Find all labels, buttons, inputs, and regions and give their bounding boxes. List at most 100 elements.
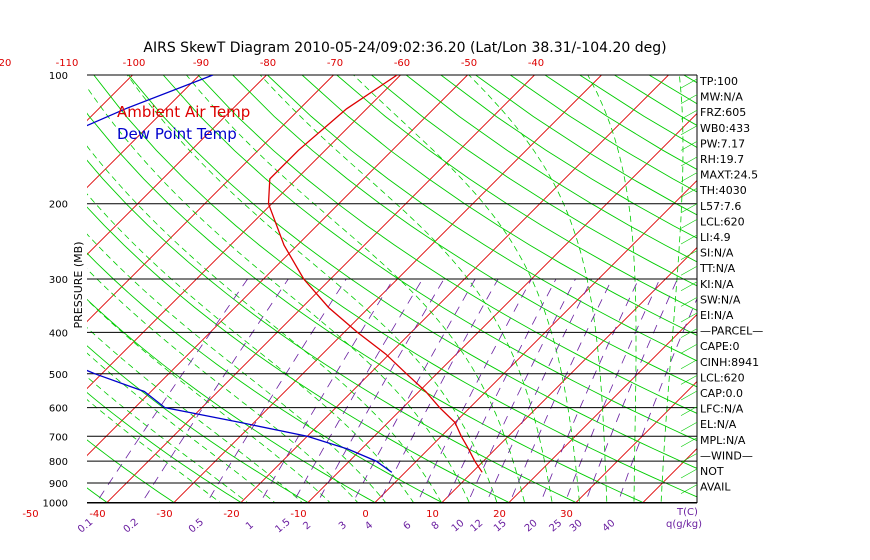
moist-adiabats — [87, 75, 684, 503]
pressure-tick-label: 700 — [49, 432, 68, 443]
index-text: AVAIL — [700, 481, 731, 494]
isobars — [87, 74, 698, 504]
mixing-ratio-line — [539, 278, 640, 503]
moist-adiabat-line — [587, 75, 637, 503]
isotherm-line — [87, 75, 334, 323]
mixing-ratio-line — [259, 278, 394, 503]
index-text: EI:N/A — [700, 309, 734, 322]
dry-adiabat-line — [87, 112, 646, 503]
index-text: PW:7.17 — [700, 137, 745, 150]
index-text: MPL:N/A — [700, 434, 746, 447]
moist-adiabat-line — [660, 75, 684, 503]
bottom-temp-tick-label: 20 — [493, 509, 506, 520]
pressure-tick-label: 600 — [49, 404, 68, 415]
dry-adiabat-line — [510, 75, 697, 193]
index-text: SW:N/A — [700, 293, 741, 306]
isotherm-line — [239, 75, 669, 503]
top-temp-tick-label: -80 — [260, 58, 276, 69]
index-tick — [680, 406, 698, 416]
index-tick — [680, 265, 698, 276]
bottom-temp-tick-label: 30 — [560, 509, 573, 520]
mixing-ratio-tick-label: 10 — [450, 518, 467, 535]
dry-adiabat-line — [823, 75, 870, 512]
index-text: LFC:N/A — [700, 403, 744, 416]
isotherm-line — [87, 75, 200, 189]
index-text: NOT — [700, 465, 724, 478]
dry-adiabat-line — [87, 252, 444, 503]
top-temp-tick-label: -120 — [0, 58, 11, 69]
moist-adiabat-line — [87, 193, 415, 503]
moist-adiabat-line — [87, 399, 222, 503]
isotherm-line — [0, 75, 66, 512]
index-tick — [680, 484, 698, 494]
legend-dew-point-temp: Dew Point Temp — [117, 125, 237, 143]
index-text: MAXT:24.5 — [700, 169, 758, 182]
mixing-ratio-line — [509, 278, 613, 503]
dry-adiabat-line — [336, 75, 697, 311]
mixing-ratio-line — [206, 278, 347, 503]
index-tick — [680, 437, 698, 448]
index-text: KI:N/A — [700, 278, 734, 291]
pressure-tick-label: 400 — [49, 328, 68, 339]
bottom-temp-tick-label: -10 — [290, 509, 306, 520]
moist-adiabat-line — [87, 86, 470, 503]
moist-adiabat-line — [87, 299, 332, 503]
dew-point-temp-line — [87, 75, 393, 473]
index-tick — [680, 250, 698, 260]
mixing-ratio-tick-label: 1 — [244, 520, 256, 533]
mixing-ratio-line — [352, 278, 476, 503]
bottom-temp-tick-label: -20 — [223, 509, 239, 520]
mixing-ratio-tick-label: 20 — [523, 518, 540, 535]
index-tick — [680, 468, 698, 479]
index-tick — [680, 359, 698, 370]
index-tick — [680, 219, 698, 229]
dry-adiabat-line — [753, 75, 870, 512]
pressure-tick-label: 800 — [49, 457, 68, 468]
index-text: FRZ:605 — [700, 106, 746, 119]
mixing-ratio-tick-label: 4 — [363, 520, 375, 533]
top-temp-tick-label: -40 — [528, 58, 544, 69]
bottom-temp-tick-label: -50 — [22, 509, 38, 520]
index-tick — [680, 328, 698, 338]
index-text: TH:4030 — [699, 184, 747, 197]
legend-ambient-air-temp: Ambient Air Temp — [117, 103, 250, 121]
index-tick — [680, 343, 698, 354]
dry-adiabat-line — [162, 75, 697, 442]
chart-title: AIRS SkewT Diagram 2010-05-24/09:02:36.2… — [143, 40, 666, 56]
dry-adiabat-line — [475, 75, 697, 216]
index-text: TP:100 — [699, 75, 738, 88]
index-tick — [680, 281, 698, 292]
dry-adiabat-line — [440, 75, 697, 239]
dry-adiabat-line — [87, 206, 512, 503]
dry-adiabat-line — [232, 75, 697, 388]
mixing-ratio-tick-label: 12 — [469, 518, 486, 535]
top-temp-tick-label: -90 — [193, 58, 209, 69]
index-text: TT:N/A — [699, 262, 736, 275]
mixing-ratio-line — [141, 278, 289, 503]
moist-adiabat-line — [87, 376, 249, 503]
index-tick — [680, 375, 698, 385]
moist-adiabat-line — [353, 75, 580, 503]
dry-adiabat-line — [87, 487, 109, 503]
bottom-temp-tick-label: -30 — [156, 509, 172, 520]
mixing-ratio-lines — [95, 278, 697, 503]
index-tick — [680, 156, 698, 167]
index-text: —PARCEL— — [700, 325, 763, 338]
dry-adiabat-line — [87, 159, 579, 503]
isotherm-line — [641, 447, 697, 503]
index-text: LI:4.9 — [700, 231, 731, 244]
dry-adiabat-line — [87, 439, 176, 503]
pressure-tick-label: 900 — [49, 479, 68, 490]
mixing-ratio-tick-label: 15 — [492, 518, 509, 535]
index-text: CAPE:0 — [700, 340, 740, 353]
mixing-ratio-tick-label: 6 — [402, 520, 414, 533]
dry-adiabat-line — [371, 75, 697, 287]
top-temp-tick-label: -100 — [123, 58, 146, 69]
index-text: MW:N/A — [700, 91, 743, 104]
index-text: L57:7.6 — [700, 200, 741, 213]
top-temp-tick-label: -70 — [327, 58, 343, 69]
dry-adiabat-line — [788, 75, 870, 512]
mixing-ratio-tick-label: 8 — [430, 520, 442, 533]
pressure-tick-label: 200 — [49, 200, 68, 211]
